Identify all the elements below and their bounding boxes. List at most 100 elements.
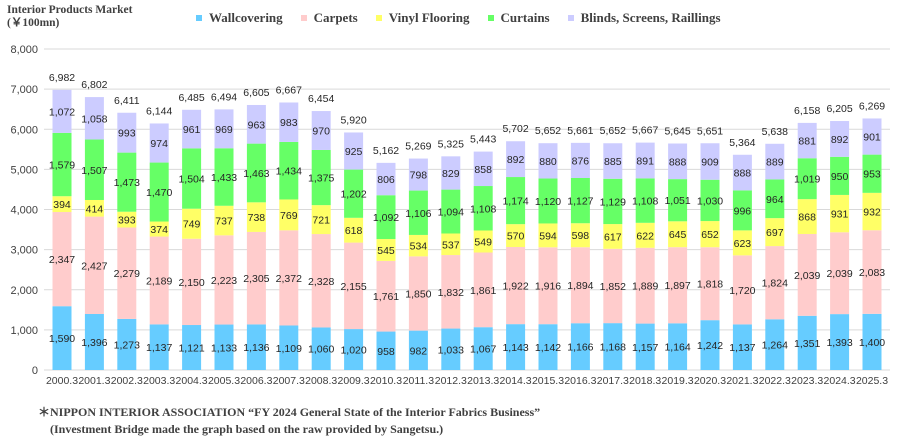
bar-segment: [538, 143, 558, 179]
legend-swatch: [567, 15, 574, 21]
bar-segment: [84, 313, 104, 370]
data-label: 2,427: [81, 260, 107, 272]
data-label: 889: [766, 157, 784, 169]
bar-segment: [862, 313, 882, 370]
data-label: 1,143: [502, 342, 528, 354]
total-label: 6,494: [211, 91, 237, 103]
bar-segment: [376, 239, 396, 261]
data-label: 537: [442, 239, 460, 251]
bar-segment: [538, 178, 558, 224]
data-label: 2,039: [794, 270, 820, 282]
bar-segment: [797, 122, 817, 159]
bar-segment: [797, 233, 817, 316]
bar-segment: [344, 329, 364, 370]
data-label: 1,832: [438, 287, 464, 299]
data-label: 1,894: [567, 280, 593, 292]
bar-segment: [765, 218, 785, 247]
bar-segment: [408, 256, 428, 331]
data-label: 1,824: [762, 278, 788, 290]
legend-item: Blinds, Screens, Raillings: [567, 10, 721, 26]
bar-segment: [765, 179, 785, 219]
bar-segment: [732, 230, 752, 256]
total-label: 5,661: [567, 125, 593, 137]
legend: Wallcovering Carpets Vinyl Flooring Curtain…: [196, 10, 739, 26]
source-note: ＊NIPPON INTERIOR ASSOCIATION “FY 2024 Ge…: [38, 404, 540, 438]
data-label: 652: [701, 229, 719, 241]
bar-segment: [538, 247, 558, 325]
data-label: 1,273: [114, 339, 140, 351]
bar-segment: [830, 194, 850, 233]
data-label: 374: [150, 224, 168, 236]
y-tick-label: 1,000: [10, 325, 38, 337]
data-label: 1,142: [535, 342, 561, 354]
source-line-1: ＊NIPPON INTERIOR ASSOCIATION “FY 2024 Ge…: [38, 405, 541, 419]
y-tick-label: 6,000: [10, 124, 38, 136]
data-label: 1,393: [826, 337, 852, 349]
x-tick-label: 2004.3: [176, 375, 208, 387]
source-line-2: (Investment Bridge made the graph based …: [50, 422, 444, 436]
data-label: 982: [410, 345, 428, 357]
bar-segment: [570, 247, 590, 324]
data-label: 1,922: [502, 281, 528, 293]
bar-segment: [214, 324, 234, 370]
total-label: 6,411: [114, 95, 140, 107]
data-label: 1,400: [859, 337, 885, 349]
total-label: 5,667: [632, 125, 658, 137]
chart-unit: (￥100mn): [7, 17, 60, 29]
bar-segment: [506, 324, 526, 370]
bar-segment: [830, 156, 850, 195]
data-label: 549: [474, 236, 492, 248]
bar-segment: [246, 324, 266, 370]
data-label: 891: [636, 155, 654, 167]
x-tick-label: 2008.3: [305, 375, 337, 387]
data-label: 961: [183, 124, 201, 136]
data-label: 901: [863, 132, 881, 144]
x-tick-label: 2013.3: [467, 375, 499, 387]
bar-segment: [441, 328, 461, 370]
data-label: 1,092: [373, 212, 399, 224]
bar-segment: [797, 315, 817, 370]
bar-segment: [635, 142, 655, 179]
data-label: 1,507: [81, 165, 107, 177]
bar-segment: [344, 169, 364, 218]
bar-segment: [441, 156, 461, 190]
legend-swatch: [300, 15, 307, 21]
data-label: 798: [410, 170, 428, 182]
data-label: 876: [572, 155, 590, 167]
bar-segment: [700, 143, 720, 180]
bar-segment: [538, 324, 558, 370]
data-label: 969: [215, 124, 233, 136]
bar-segment: [149, 162, 169, 222]
legend-swatch: [196, 15, 202, 21]
x-tick-label: 2000.3: [46, 375, 78, 387]
total-label: 6,454: [308, 93, 334, 105]
bar-segment: [408, 330, 428, 370]
data-label: 1,060: [308, 344, 334, 356]
data-label: 1,019: [794, 174, 820, 186]
x-axis: 2000.3 2001.3 2002.3 2003.3 2004.3 2005.3 2006…: [46, 375, 888, 387]
bar-segment: [765, 246, 785, 320]
x-tick-label: 2003.3: [143, 375, 175, 387]
bar-segment: [635, 222, 655, 248]
total-label: 5,702: [502, 123, 528, 135]
bar-segment: [408, 190, 428, 235]
data-label: 2,347: [49, 254, 75, 266]
data-label: 888: [734, 168, 752, 180]
total-label: 6,158: [794, 105, 820, 117]
x-tick-label: 2015.3: [532, 375, 564, 387]
data-label: 622: [636, 230, 654, 242]
data-label: 1,850: [405, 288, 431, 300]
bar-segment: [279, 199, 299, 231]
bar-segment: [635, 178, 655, 223]
data-label: 1,202: [340, 189, 366, 201]
data-label: 931: [831, 209, 849, 221]
bar-segment: [117, 152, 137, 212]
legend-label: Wallcovering: [209, 10, 283, 25]
data-label: 909: [701, 156, 719, 168]
data-label: 2,150: [178, 277, 204, 289]
bar-segment: [182, 148, 202, 209]
bar-segment: [797, 199, 817, 234]
bar-segment: [149, 123, 169, 163]
bar-segment: [570, 178, 590, 224]
data-label: 645: [669, 229, 687, 241]
